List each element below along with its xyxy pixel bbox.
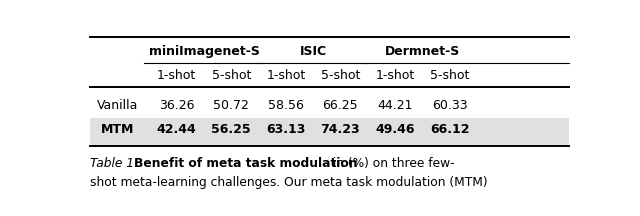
Text: 1-shot: 1-shot xyxy=(375,69,415,82)
Text: 36.26: 36.26 xyxy=(159,99,195,112)
Text: 56.25: 56.25 xyxy=(211,123,251,136)
Text: 5-shot: 5-shot xyxy=(430,69,469,82)
Text: shot meta-learning challenges. Our meta task modulation (MTM): shot meta-learning challenges. Our meta … xyxy=(90,176,488,189)
Bar xyxy=(90,118,568,146)
Text: 60.33: 60.33 xyxy=(432,99,467,112)
Text: 66.12: 66.12 xyxy=(430,123,469,136)
Text: MTM: MTM xyxy=(100,123,134,136)
Text: 49.46: 49.46 xyxy=(375,123,415,136)
Text: 63.13: 63.13 xyxy=(266,123,305,136)
Text: 50.72: 50.72 xyxy=(213,99,249,112)
Text: 5-shot: 5-shot xyxy=(321,69,360,82)
Text: ISIC: ISIC xyxy=(300,45,326,58)
Text: Table 1.: Table 1. xyxy=(90,157,138,170)
Text: 74.23: 74.23 xyxy=(321,123,360,136)
Text: Vanilla: Vanilla xyxy=(97,99,138,112)
Text: 1-shot: 1-shot xyxy=(266,69,305,82)
Text: Benefit of meta task modulation: Benefit of meta task modulation xyxy=(134,157,357,170)
Text: 5-shot: 5-shot xyxy=(212,69,251,82)
Text: 1-shot: 1-shot xyxy=(157,69,196,82)
Text: 66.25: 66.25 xyxy=(323,99,358,112)
Text: miniImagenet-S: miniImagenet-S xyxy=(148,45,259,58)
Text: 58.56: 58.56 xyxy=(268,99,304,112)
Text: 44.21: 44.21 xyxy=(377,99,413,112)
Text: Dermnet-S: Dermnet-S xyxy=(385,45,460,58)
Text: in (%) on three few-: in (%) on three few- xyxy=(330,157,455,170)
Text: 42.44: 42.44 xyxy=(157,123,196,136)
